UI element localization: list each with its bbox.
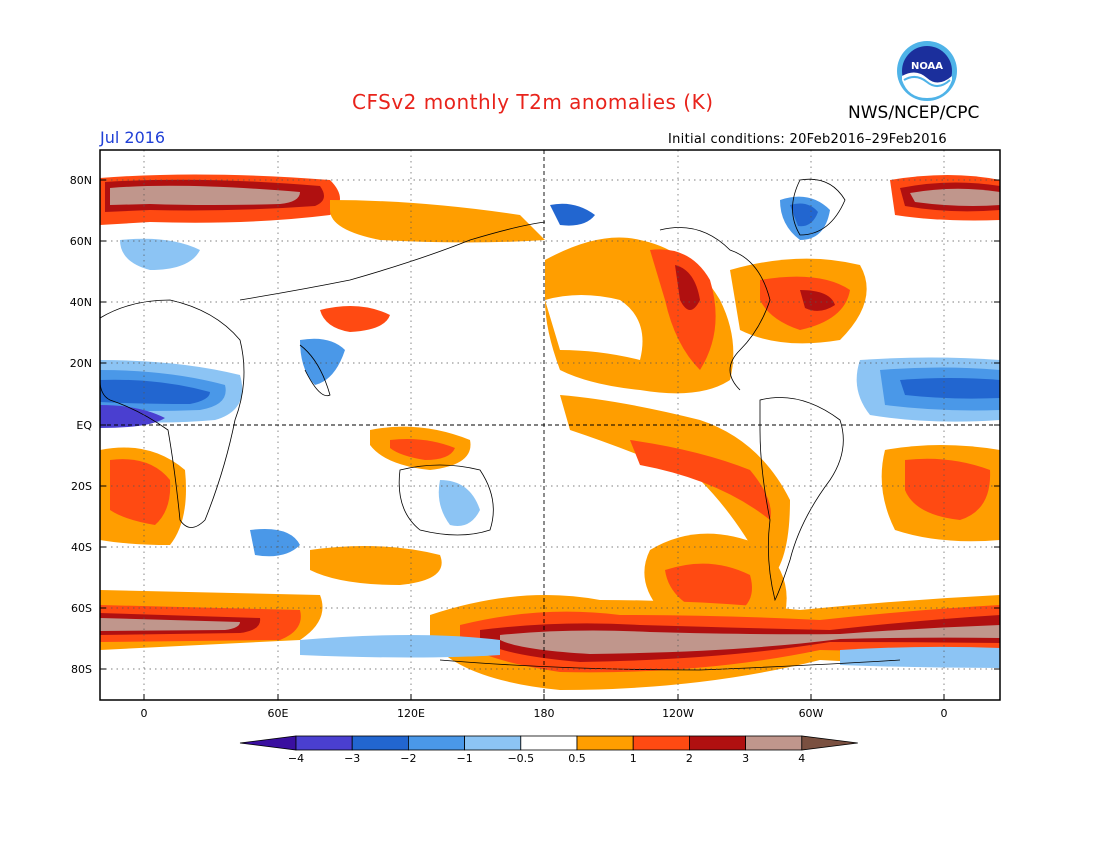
lat-tick-label: 40N <box>70 296 92 309</box>
lon-tick-label: 120W <box>662 707 694 720</box>
colorbar-label: −4 <box>288 752 304 765</box>
lat-tick-label: 40S <box>71 541 92 554</box>
colorbar-swatch <box>632 735 690 751</box>
lat-tick-label: EQ <box>76 419 92 432</box>
colorbar-label: −1 <box>456 752 472 765</box>
colorbar-high-arrow <box>801 735 858 751</box>
coastlines <box>100 178 901 671</box>
lat-tick-label: 20N <box>70 357 92 370</box>
valid-month: Jul 2016 <box>100 128 166 147</box>
lon-tick-label: 120E <box>397 707 425 720</box>
colorbar-label: 0.5 <box>568 752 586 765</box>
colorbar-low-arrow <box>239 735 297 751</box>
colorbar-swatch <box>520 735 578 751</box>
colorbar: −4 −3 −2 −1 −0.5 0.5 1 2 3 4 <box>239 735 858 765</box>
colorbar-swatch <box>295 735 353 751</box>
logo-text: NOAA <box>911 61 943 72</box>
colorbar-swatch <box>689 735 747 751</box>
initial-conditions: Initial conditions: 20Feb2016–29Feb2016 <box>668 132 947 147</box>
lon-tick-label: 0 <box>141 707 148 720</box>
lat-tick-label: 60N <box>70 235 92 248</box>
colorbar-swatch <box>351 735 409 751</box>
lon-tick-label: 60E <box>268 707 289 720</box>
colorbar-label: −3 <box>344 752 360 765</box>
colorbar-label: −2 <box>400 752 416 765</box>
lat-tick-label: 80N <box>70 174 92 187</box>
lon-tick-label: 60W <box>799 707 824 720</box>
colorbar-swatch <box>464 735 522 751</box>
lat-tick-label: 20S <box>71 480 92 493</box>
anomaly-field <box>100 150 1000 700</box>
chart-title: CFSv2 monthly T2m anomalies (K) <box>352 90 714 114</box>
lat-tick-label: 60S <box>71 602 92 615</box>
lon-tick-label: 0 <box>941 707 948 720</box>
colorbar-swatch <box>745 735 803 751</box>
colorbar-label: 4 <box>798 752 805 765</box>
noaa-logo-icon: NOAA <box>897 41 957 101</box>
colorbar-label: 3 <box>742 752 749 765</box>
colorbar-swatch <box>576 735 634 751</box>
lat-labels: 80N 60N 40N 20N EQ 20S 40S 60S 80S <box>70 174 1000 676</box>
lon-tick-label: 180 <box>534 707 555 720</box>
colorbar-label: −0.5 <box>507 752 534 765</box>
colorbar-label: 1 <box>630 752 637 765</box>
colorbar-label: 2 <box>686 752 693 765</box>
lat-tick-label: 80S <box>71 663 92 676</box>
agency-label: NWS/NCEP/CPC <box>848 103 980 123</box>
lon-labels: 0 60E 120E 180 120W 60W 0 <box>141 694 948 720</box>
colorbar-swatch <box>407 735 465 751</box>
